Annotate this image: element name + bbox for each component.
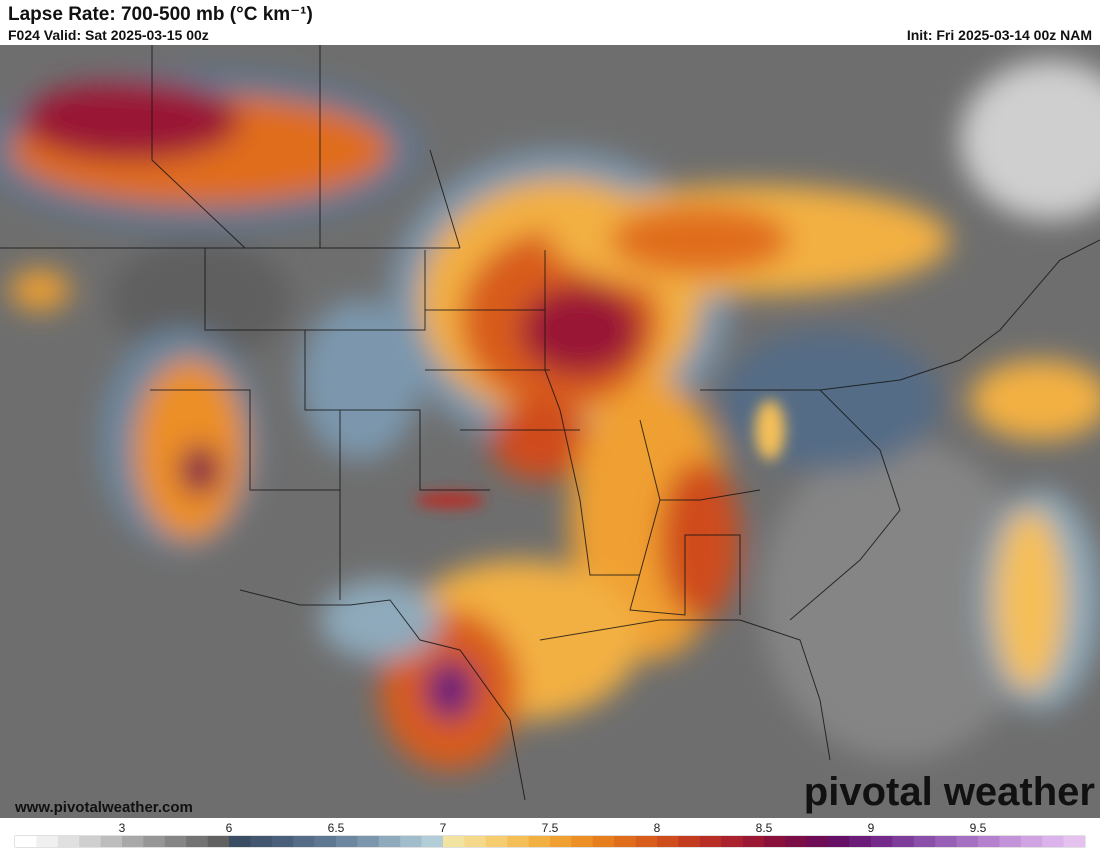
colorbar-swatch [357,836,380,847]
colorbar-swatch [443,836,465,847]
colorbar-label: 9 [868,821,875,835]
colorbar-swatch [699,836,722,847]
colorbar-swatch [1042,836,1064,847]
colorbar-label: 6 [226,821,233,835]
valid-time: F024 Valid: Sat 2025-03-15 00z [8,27,209,43]
colorbar-swatch [892,836,915,847]
colorbar-label: 8 [654,821,661,835]
colorbar-swatch [592,836,615,847]
colorbar-swatch [806,836,829,847]
colorbar-label: 8.5 [756,821,773,835]
colorbar-swatch [57,836,80,847]
colorbar-swatch [849,836,872,847]
colorbar-label: 7 [440,821,447,835]
colorbar-swatch [100,836,123,847]
colorbar-swatch [421,836,444,847]
colorbar-swatch [229,836,251,847]
colorbar-swatch [871,836,893,847]
colorbar-swatch [507,836,529,847]
colorbar-swatch [293,836,315,847]
colorbar-swatch [186,836,208,847]
map-field [0,45,1100,818]
colorbar-swatch [614,836,636,847]
colorbar-swatch [143,836,166,847]
colorbar-swatch [122,836,144,847]
title: Lapse Rate: 700-500 mb (°C km⁻¹) [8,4,313,25]
colorbar-swatch [935,836,957,847]
colorbar-swatch [400,836,422,847]
colorbar-swatch [528,836,551,847]
colorbar-swatch [1020,836,1043,847]
colorbar-swatch [485,836,508,847]
colorbar-swatch [550,836,572,847]
colorbar-swatch [956,836,979,847]
colorbar-swatch [978,836,1000,847]
colorbar-swatch [828,836,850,847]
colorbar-swatch [378,836,401,847]
colorbar-swatch [79,836,101,847]
colorbar-swatch [657,836,679,847]
colorbar-swatch [785,836,808,847]
colorbar-swatch [721,836,743,847]
colorbar-swatch [250,836,273,847]
colorbar-swatch [164,836,187,847]
boundaries [0,45,1100,801]
logo: pivotal weather [804,770,1095,814]
colorbar-swatch [999,836,1022,847]
colorbar-swatch [271,836,294,847]
colorbar-swatch [635,836,658,847]
colorbar-swatch [742,836,765,847]
colorbar-swatch [464,836,487,847]
colorbar-label: 7.5 [542,821,559,835]
colorbar-swatch [678,836,701,847]
colorbar-swatch [913,836,936,847]
colorbar: 3 6 6.5 7 7.5 8 8.5 9 9.5 [14,821,1086,848]
website: www.pivotalweather.com [14,799,193,816]
colorbar-swatch [15,836,37,847]
colorbar-swatch [764,836,786,847]
colorbar-swatch [1063,836,1086,847]
colorbar-label: 6.5 [328,821,345,835]
colorbar-label: 3 [119,821,126,835]
colorbar-swatch [571,836,594,847]
colorbar-swatch [207,836,230,847]
init-time: Init: Fri 2025-03-14 00z NAM [906,27,1092,43]
colorbar-label: 9.5 [970,821,987,835]
colorbar-swatch [336,836,358,847]
colorbar-swatch [36,836,59,847]
colorbar-swatch [314,836,337,847]
